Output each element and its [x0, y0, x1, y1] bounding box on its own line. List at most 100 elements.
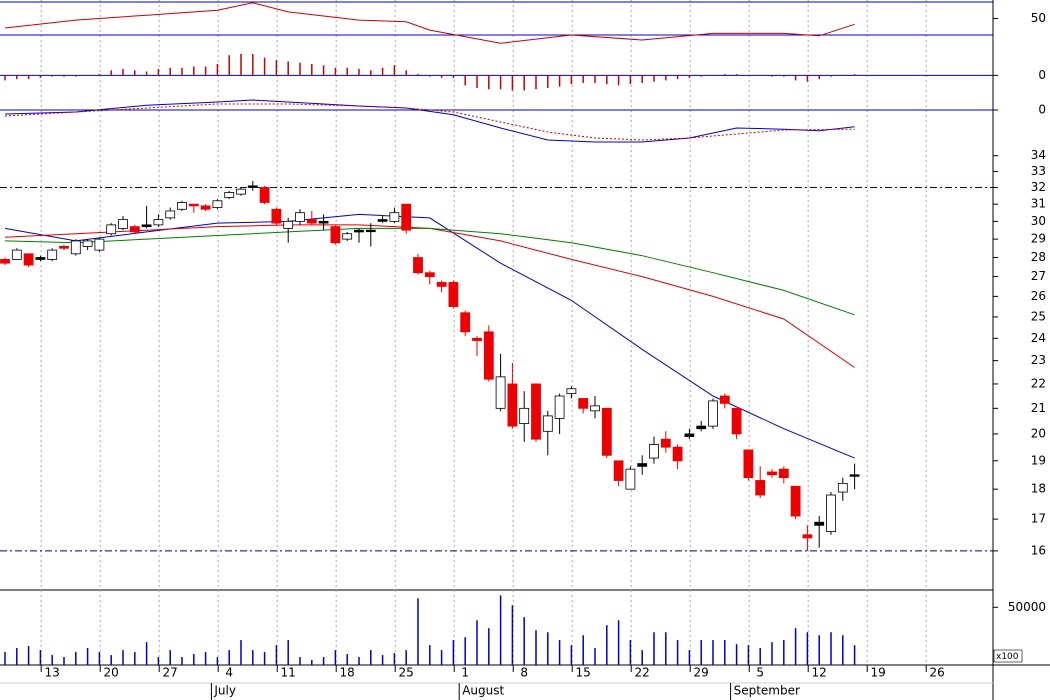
candle-body: [613, 460, 624, 481]
candle-body: [342, 233, 353, 240]
y-tick-label: 0: [1038, 103, 1046, 117]
bar: [735, 644, 738, 665]
bar: [393, 65, 396, 76]
candle-body: [188, 203, 199, 207]
bar: [688, 75, 691, 78]
candle-body: [495, 376, 506, 409]
bar: [358, 69, 360, 76]
x-tick-label: 27: [163, 666, 178, 680]
bar: [700, 75, 702, 77]
y-tick-label: 29: [1031, 232, 1046, 246]
bar: [724, 640, 726, 665]
bar: [393, 653, 396, 665]
bar: [181, 67, 183, 76]
bar: [535, 75, 537, 90]
bar: [122, 650, 124, 665]
candle-body: [731, 407, 742, 435]
candle-body: [483, 331, 494, 380]
series-line: [4, 103, 855, 141]
bar: [641, 650, 643, 665]
bar: [75, 75, 77, 77]
y-tick-label: 18: [1031, 482, 1046, 496]
candle-body: [401, 203, 412, 231]
bar: [759, 75, 761, 76]
candle-body: [625, 468, 636, 490]
x-tick-label: 8: [520, 666, 528, 680]
y-tick-label: 24: [1031, 331, 1046, 345]
bar: [63, 75, 65, 77]
bar: [735, 74, 738, 76]
bar: [629, 640, 632, 665]
bar: [228, 650, 230, 665]
bar: [157, 657, 160, 665]
bar: [334, 650, 337, 665]
bar: [311, 660, 313, 665]
y-tick-label: 33: [1031, 164, 1046, 178]
bar: [134, 652, 136, 665]
bar: [653, 75, 655, 82]
candle-body: [637, 463, 648, 467]
bar: [440, 650, 443, 665]
bar: [370, 70, 372, 76]
bar: [405, 70, 407, 76]
candle-body: [590, 405, 600, 412]
bar: [429, 645, 431, 665]
bar: [252, 650, 254, 665]
bar: [747, 75, 750, 76]
y-tick-label: 34: [1031, 148, 1046, 162]
candle-body: [696, 425, 707, 430]
bar: [582, 635, 584, 665]
candle-body: [826, 494, 836, 532]
bar: [665, 632, 667, 665]
bar: [322, 65, 325, 76]
bar: [452, 640, 455, 665]
candle-body: [295, 212, 305, 222]
x-tick-label: 15: [576, 666, 591, 680]
candle-body: [460, 312, 471, 333]
bar: [240, 53, 242, 76]
bar: [381, 655, 384, 665]
bar: [806, 75, 809, 82]
bar: [287, 61, 289, 76]
candle-body: [719, 395, 730, 404]
bar: [169, 650, 171, 665]
bar: [594, 648, 596, 665]
bar: [252, 53, 254, 76]
candle-body: [94, 238, 105, 251]
bar: [27, 75, 30, 80]
candle-body: [684, 433, 695, 437]
bar: [700, 640, 702, 665]
candle-body: [318, 220, 329, 224]
series-line: [4, 2, 855, 44]
candle-body: [542, 415, 553, 432]
bar: [853, 74, 856, 76]
bar: [747, 645, 750, 665]
y-tick-label: 0: [1038, 68, 1046, 82]
bar: [794, 628, 797, 665]
bar: [39, 650, 42, 665]
bar: [346, 67, 348, 76]
candle-body: [519, 407, 530, 424]
bar: [818, 635, 820, 665]
candle-body: [554, 395, 565, 419]
bar: [216, 64, 219, 76]
candle-body: [0, 259, 10, 264]
candle-body: [578, 398, 589, 409]
bar: [464, 75, 466, 86]
y-tick-label: 30: [1031, 214, 1046, 228]
bar: [346, 654, 348, 665]
bar: [299, 62, 301, 76]
bar: [216, 657, 219, 665]
candle-body: [377, 219, 388, 222]
bar: [4, 75, 6, 81]
candle-body: [283, 220, 294, 229]
candle-body: [82, 240, 93, 247]
bar: [27, 646, 30, 665]
bar: [440, 75, 443, 78]
candle-body: [330, 226, 341, 244]
x-tick-label: 29: [694, 666, 709, 680]
bar: [145, 642, 148, 665]
y-tick-label: 21: [1031, 401, 1046, 415]
